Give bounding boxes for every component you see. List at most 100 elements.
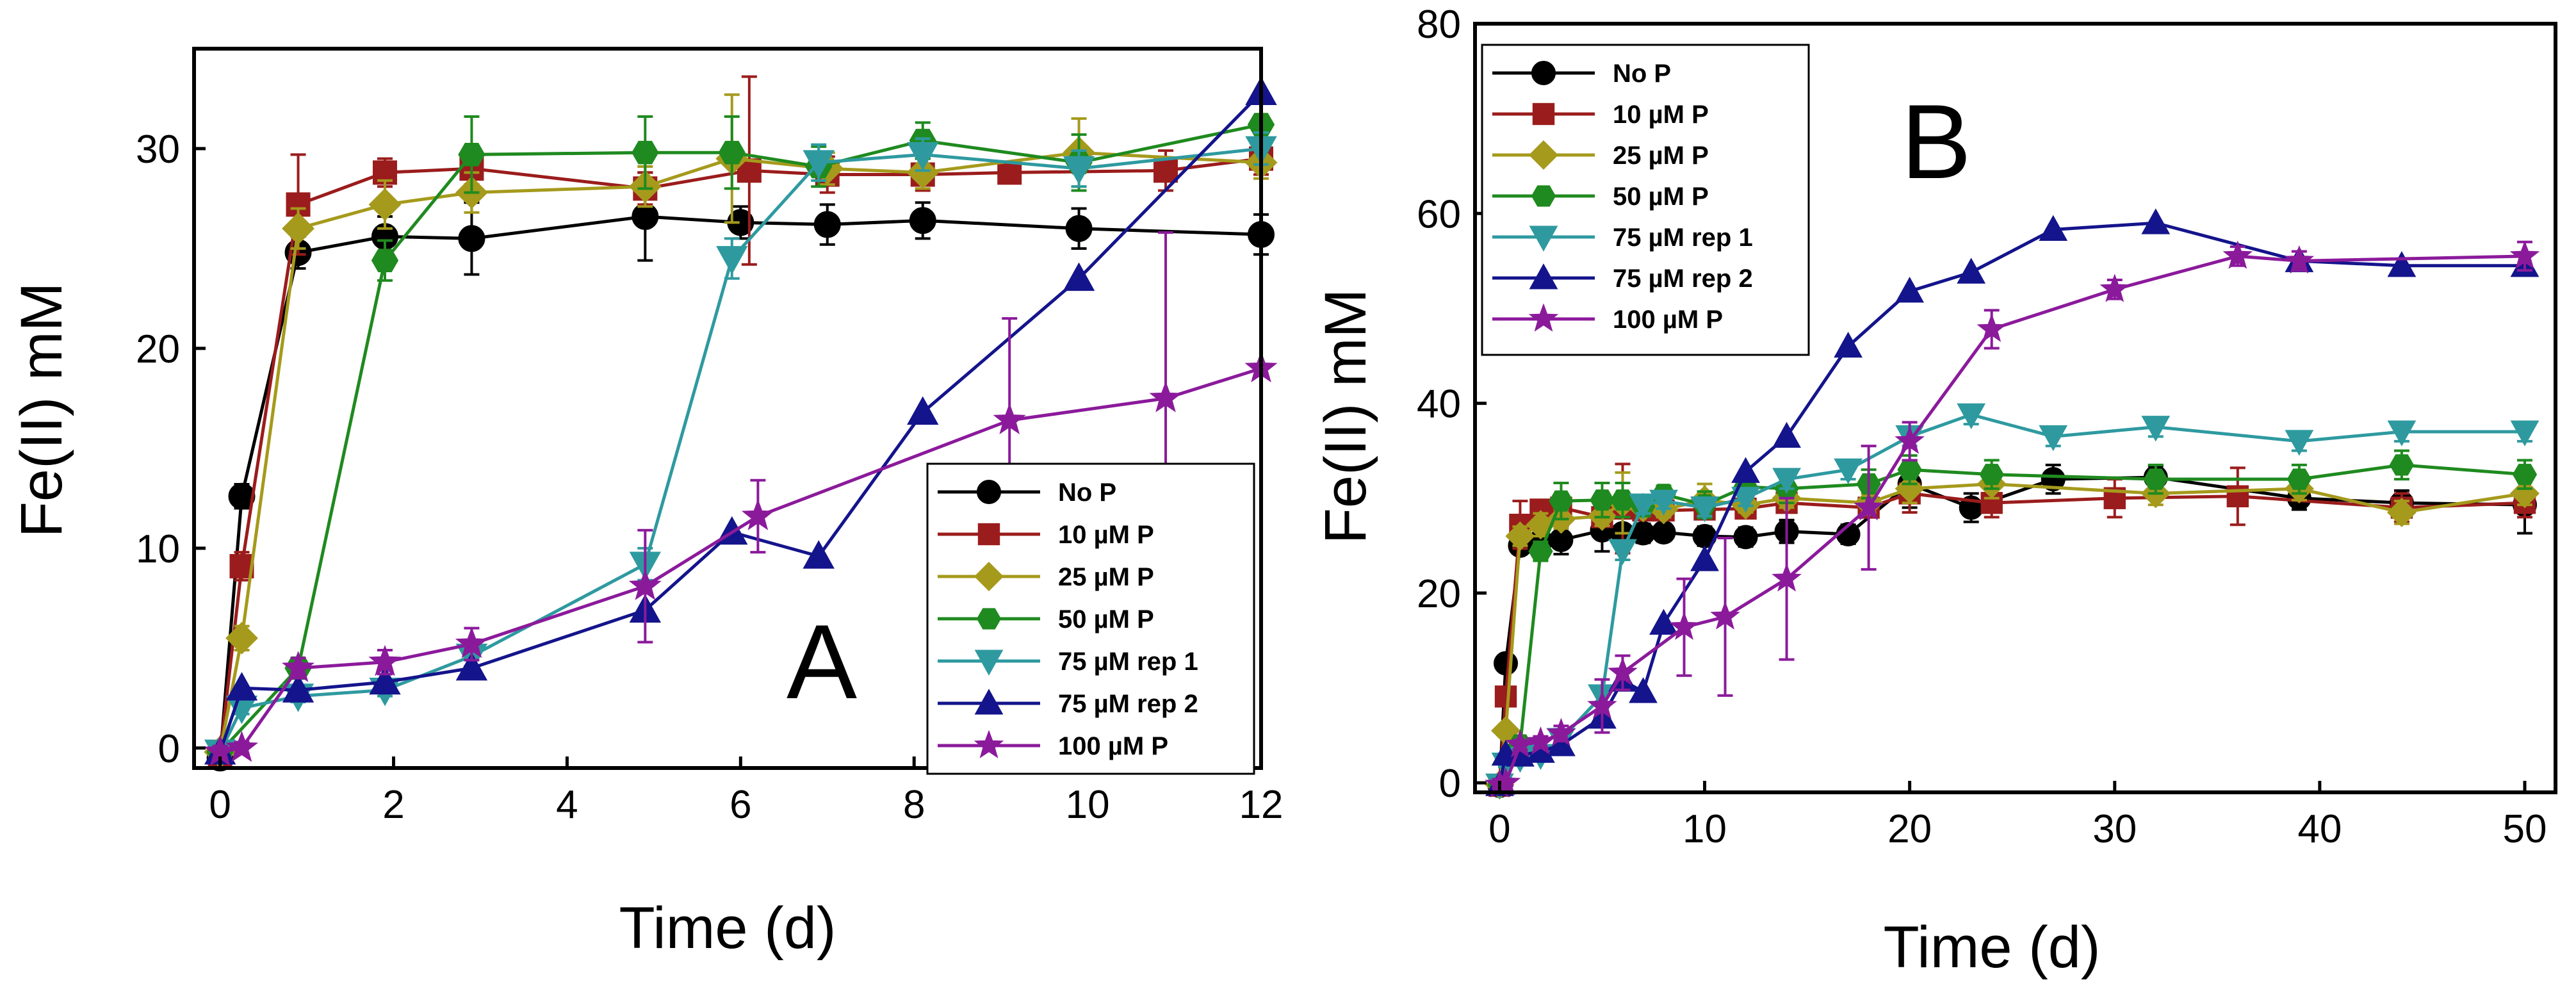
panel-b-x-tick-label: 40 — [2297, 807, 2342, 851]
panel-a-legend-label: 50 µM P — [1058, 605, 1154, 633]
panel-b-p25-series — [1485, 468, 2539, 800]
panel-b-legend-label: 50 µM P — [1613, 183, 1709, 211]
panel-a-no_p-point — [458, 225, 485, 252]
panel-b-legend-item: 75 µM rep 2 — [1492, 263, 1753, 293]
panel-b-x-axis-label: Time (d) — [1883, 915, 2100, 980]
panel-a-legend-item: 75 µM rep 2 — [938, 689, 1198, 718]
panel-a-x-tick-label: 4 — [556, 783, 578, 827]
panel-a-label: A — [787, 603, 857, 721]
panel-b-p100-point — [1608, 657, 1638, 686]
panel-b-p100-point — [1490, 767, 1521, 796]
panel-a-legend-label: 10 µM P — [1058, 521, 1154, 549]
panel-b-legend-marker — [1528, 303, 1559, 332]
panel-a-y-tick-label: 0 — [158, 727, 180, 771]
panel-b-x-tick-label: 30 — [2092, 807, 2137, 851]
panel-a-p100-point — [455, 626, 489, 658]
panel-a-y-tick-label: 30 — [136, 127, 180, 172]
panel-a-p100-point — [628, 569, 662, 600]
panel-b-rep1-point — [2387, 420, 2417, 446]
panel-a-rep2-point — [455, 651, 488, 681]
panel-b-rep1-series — [1485, 403, 2539, 799]
panel-a-no_p-point — [228, 482, 256, 510]
panel-b-p100-point — [1895, 425, 1925, 454]
panel-b-p50-point — [2389, 454, 2415, 476]
panel-a-legend-marker — [974, 561, 1004, 592]
panel-b-legend-label: 10 µM P — [1613, 101, 1709, 129]
panel-a-p50-line — [218, 123, 1262, 753]
panel-b-p25-point — [2509, 478, 2539, 509]
panel-b-x-tick-label: 0 — [1488, 807, 1510, 851]
panel-b-p25-point — [2386, 497, 2417, 527]
panel-a-legend-label: No P — [1058, 478, 1116, 507]
panel-a-legend-label: 100 µM P — [1058, 732, 1168, 760]
panel-a-rep2-point — [803, 540, 835, 569]
panel-a-rep1-point — [907, 142, 939, 171]
panel-a-no_p-point — [909, 207, 936, 234]
panel-b-rep2-point — [1957, 257, 1986, 284]
panel-b-p100-point — [2509, 240, 2540, 269]
panel-a-y-axis-label: Fe(II) mM — [9, 282, 74, 538]
panel-b-p50-point — [2287, 468, 2312, 490]
panel-b-p100-point — [2099, 274, 2130, 302]
panel-b-x-tick-label: 50 — [2502, 807, 2547, 851]
panel-b-p50-point — [2512, 464, 2538, 486]
panel-a-series — [204, 75, 1278, 772]
panel-b-rep1-point — [1834, 458, 1863, 485]
panel-b-legend-item: No P — [1492, 60, 1671, 88]
panel-b-rep1-point — [2141, 416, 2171, 442]
panel-a-rep1-point — [803, 150, 835, 179]
panel-b-rep2-point — [1690, 545, 1719, 571]
panel-a-legend-marker — [976, 608, 1002, 630]
panel-b-rep2-point — [1649, 609, 1678, 635]
panel-b-legend-item: 50 µM P — [1492, 183, 1709, 211]
panel-a-x-tick-label: 12 — [1239, 783, 1284, 827]
panel-b-plot-frame — [1473, 22, 2557, 794]
panel-b-p50-point — [1897, 459, 1922, 480]
panel-b-p50-point — [1610, 489, 1635, 511]
panel-a-p25-point — [282, 212, 314, 245]
panel-a-p10-point — [229, 553, 254, 578]
panel-b-y-tick-label: 0 — [1439, 762, 1461, 806]
panel-a-legend-marker — [974, 730, 1004, 758]
panel-b-p50-point — [2143, 468, 2168, 490]
panel-b-legend-marker — [1531, 61, 1556, 85]
panel-a-legend-item: 75 µM rep 1 — [938, 648, 1198, 676]
panel-b-rep2-point — [1895, 277, 1925, 303]
panel-a-x-tick-label: 8 — [903, 783, 925, 827]
panel-a-rep2-point — [369, 666, 401, 695]
panel-b-legend-label: 25 µM P — [1613, 142, 1709, 170]
panel-a-x-tick-label: 2 — [382, 783, 404, 827]
panel-a-legend-label: 75 µM rep 1 — [1058, 648, 1198, 676]
panel-b-rep2-point — [1834, 331, 1863, 358]
panel-a-p10-line — [218, 157, 1262, 755]
panel-b-p50-point — [1590, 489, 1615, 511]
panel-a-p100-point — [281, 651, 315, 682]
panel-b-ticks: 0 10 20 30 40 50 0 20 40 60 80 — [1417, 3, 2547, 851]
panel-a-p100-point — [368, 644, 402, 676]
panel-b-legend-marker — [1532, 102, 1555, 126]
panel-a-rep2-point — [907, 396, 939, 425]
panel-a-legend-marker — [977, 523, 1000, 546]
panel-a-rep2-point — [282, 674, 314, 703]
panel-b-no_p-point — [1733, 525, 1758, 550]
panel-b-rep1-point — [1690, 496, 1719, 523]
panel-a-y-tick-label: 10 — [136, 527, 180, 571]
panel-a-rep2-point — [1063, 262, 1095, 291]
panel-b-p100-point — [1854, 492, 1884, 521]
panel-b-rep2-point — [1772, 421, 1801, 448]
panel-a-p100-point — [993, 403, 1026, 434]
panel-b-rep1-point — [1649, 489, 1678, 516]
panel-b-rep1-point — [2039, 425, 2068, 452]
panel-b-rep1-point — [2285, 430, 2314, 456]
panel-a-y-tick-label: 20 — [136, 327, 180, 372]
panel-a-p25-point — [368, 188, 402, 221]
panel-a-x-tick-label: 6 — [730, 783, 751, 827]
panel-a-plot-frame — [192, 47, 1263, 770]
panel-b-p100-point — [1526, 726, 1556, 755]
panel-a-x-axis-label: Time (d) — [619, 895, 836, 961]
panel-b-rep2-point — [2387, 251, 2417, 277]
panel-b-p100-point — [1546, 717, 1576, 746]
panel-b-rep2-point — [2141, 208, 2171, 234]
panel-a-legend-label: 25 µM P — [1058, 563, 1154, 591]
panel-b-legend: No P 10 µM P 25 µM P 50 µM P 75 µM rep 1 75 µ… — [1481, 44, 1810, 356]
